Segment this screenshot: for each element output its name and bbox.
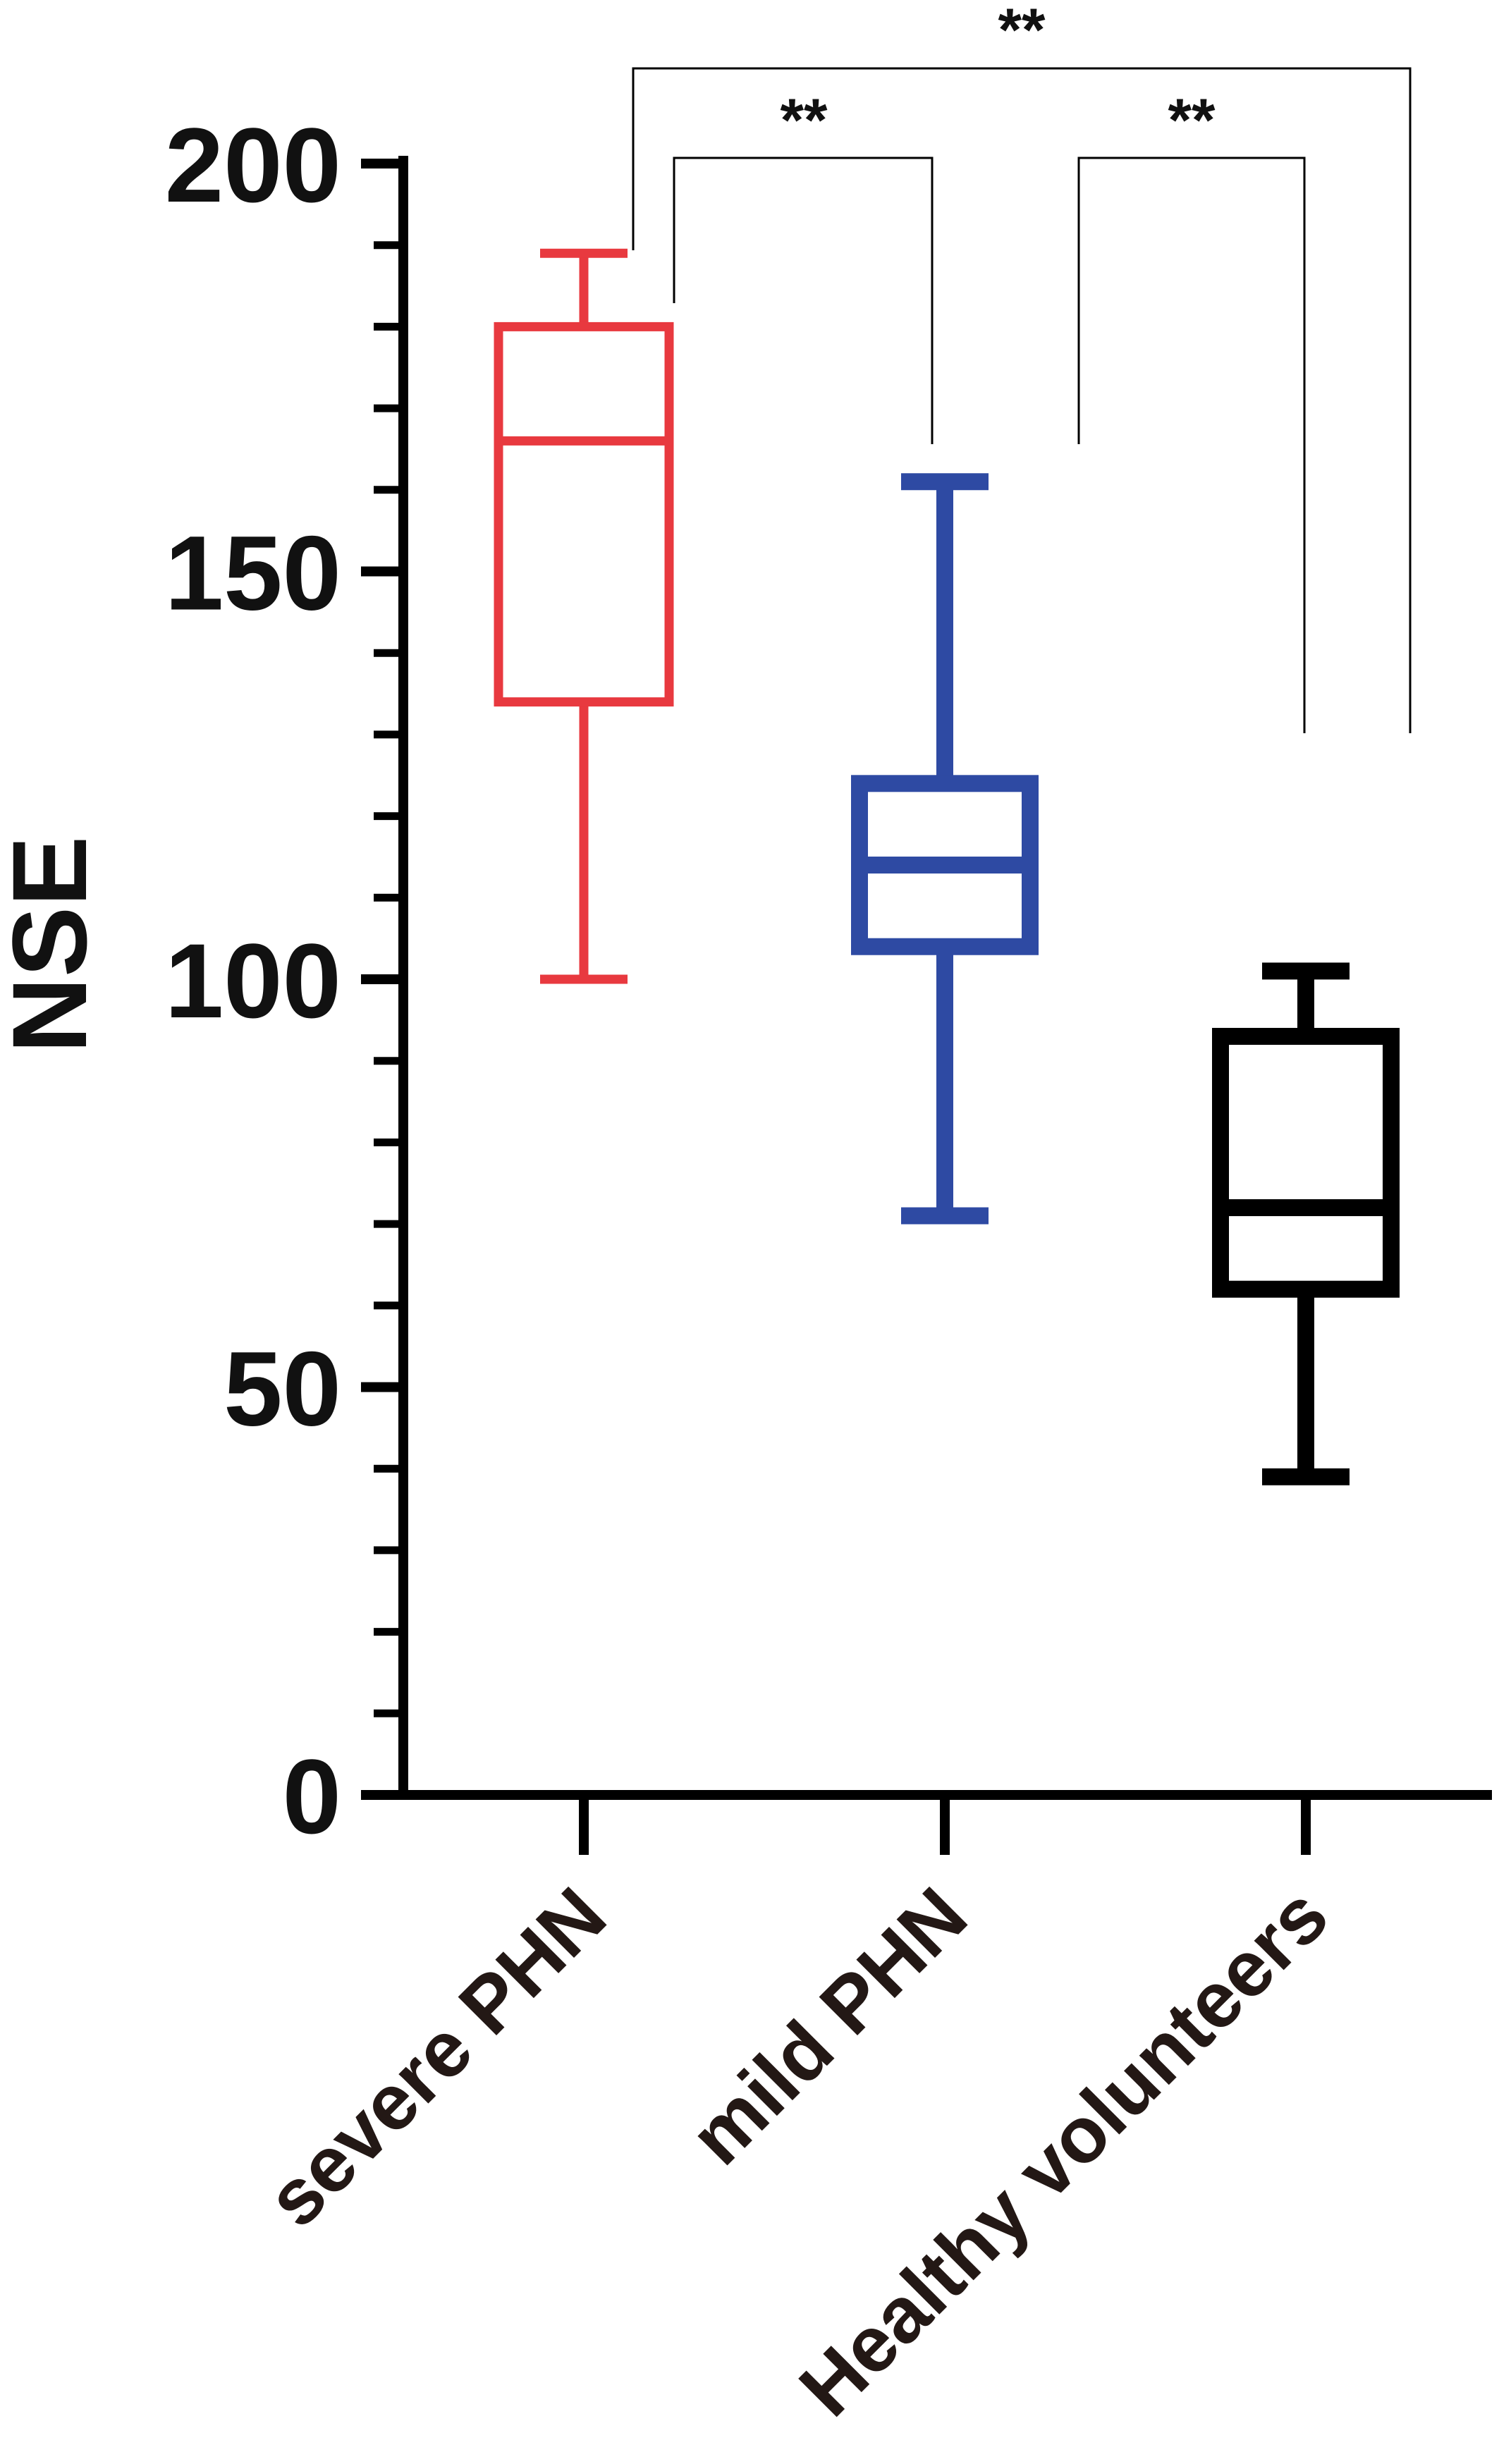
y-tick-label: 100: [165, 921, 341, 1040]
boxes: [494, 248, 1400, 1485]
significance-label: **: [998, 0, 1046, 64]
box-1: [851, 473, 1039, 1225]
y-tick-label: 150: [165, 514, 341, 632]
significance-bracket-1: **: [1077, 87, 1306, 733]
significance-bracket-0: **: [673, 87, 934, 444]
y-tick-label: 200: [165, 106, 341, 224]
significance-label: **: [1168, 87, 1216, 154]
box-iqr: [494, 321, 674, 707]
box-iqr: [1212, 1027, 1400, 1298]
box-2: [1212, 962, 1400, 1485]
bracket-line: [673, 157, 934, 444]
y-tick-label: 50: [224, 1330, 341, 1448]
y-axis-ticks: 0 50 100 150 200: [165, 106, 403, 1856]
x-category-label: severe PHN: [250, 1871, 623, 2244]
bracket-line: [632, 67, 1412, 733]
significance-label: **: [781, 87, 828, 154]
y-tick-label: 0: [283, 1737, 341, 1856]
significance-bracket-2: **: [632, 0, 1412, 733]
x-category-label: mild PHN: [673, 1871, 984, 2181]
significance-brackets: ** ** **: [632, 0, 1412, 733]
y-axis-title: NSE: [0, 836, 109, 1053]
axes: [361, 156, 1492, 1855]
box-0: [494, 248, 674, 984]
bracket-line: [1077, 157, 1306, 733]
